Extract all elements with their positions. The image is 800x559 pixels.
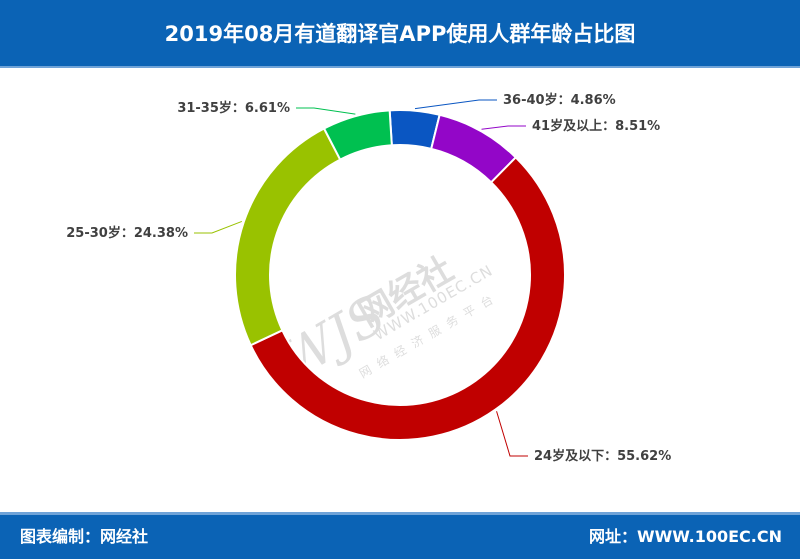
header-rule xyxy=(0,66,800,68)
header-bar: 2019年08月有道翻译官APP使用人群年龄占比图 xyxy=(0,0,800,68)
leader-line-1 xyxy=(481,125,526,130)
leader-line-3 xyxy=(194,220,243,234)
slice-label-0: 36-40岁：4.86% xyxy=(503,92,616,108)
donut-slices xyxy=(234,109,566,441)
slice-label-4: 31-35岁：6.61% xyxy=(177,100,290,116)
footer-source: 图表编制：网经社 xyxy=(20,527,149,546)
leader-line-0 xyxy=(414,99,497,110)
slice-4 xyxy=(322,109,393,161)
slice-3 xyxy=(234,127,342,347)
slice-label-3: 25-30岁：24.38% xyxy=(66,225,188,241)
footer-bar: 图表编制：网经社 网址：WWW.100EC.CN xyxy=(0,512,800,559)
leader-line-2 xyxy=(496,411,528,457)
chart-title: 2019年08月有道翻译官APP使用人群年龄占比图 xyxy=(164,22,636,46)
donut-chart: 36-40岁：4.86% 41岁及以上：8.51% 24岁及以下：55.62% 25-… xyxy=(66,92,671,464)
slice-labels: 36-40岁：4.86% 41岁及以上：8.51% 24岁及以下：55.62% 25-… xyxy=(66,92,671,464)
footer-url: 网址：WWW.100EC.CN xyxy=(588,527,782,546)
slice-2 xyxy=(249,155,566,441)
leader-line-4 xyxy=(296,107,356,115)
slice-label-2: 24岁及以下：55.62% xyxy=(534,448,671,464)
leader-lines xyxy=(194,99,528,457)
slice-label-1: 41岁及以上：8.51% xyxy=(532,118,660,134)
